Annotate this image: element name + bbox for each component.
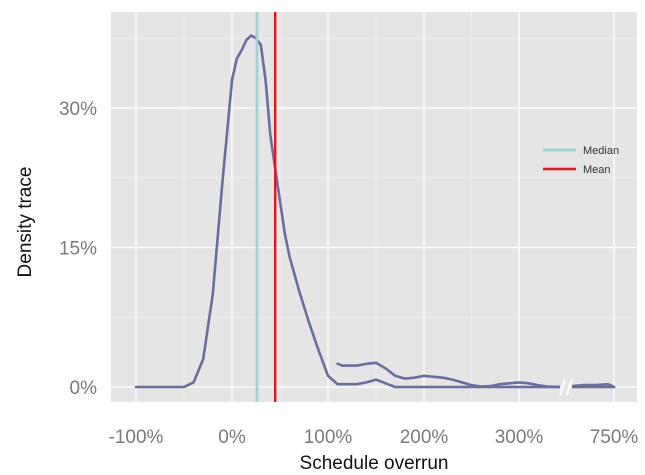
x-tick-label: -100% <box>109 427 164 448</box>
y-axis-title: Density trace <box>15 167 36 278</box>
plot-panel <box>111 12 637 402</box>
axis-break-marker <box>560 378 572 396</box>
x-tick-label: 100% <box>304 427 353 448</box>
x-axis-title: Schedule overrun <box>300 453 449 474</box>
y-tick-labels: 0% 15% 30% <box>59 99 97 399</box>
legend-label-mean: Mean <box>583 164 611 176</box>
x-tick-label: 0% <box>218 427 246 448</box>
legend-label-median: Median <box>583 145 619 157</box>
y-tick-label: 15% <box>59 239 97 260</box>
x-tick-label: 300% <box>495 427 544 448</box>
x-tick-label: 750% <box>590 427 639 448</box>
x-tick-label: 200% <box>400 427 449 448</box>
y-tick-label: 30% <box>59 99 97 120</box>
y-tick-label: 0% <box>70 378 98 399</box>
x-tick-labels: -100% 0% 100% 200% 300% 750% <box>109 427 639 448</box>
